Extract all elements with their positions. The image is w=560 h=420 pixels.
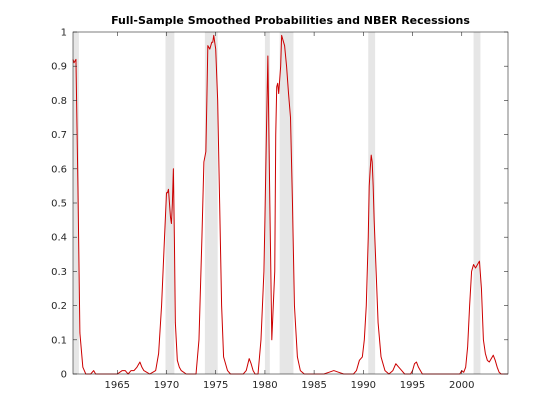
x-tick-label: 1990 [351, 380, 376, 391]
x-axis-ticks: 1965 1970 1975 1980 1985 1990 1995 2000 [105, 32, 474, 391]
x-tick-label: 1980 [252, 380, 277, 391]
x-tick-label: 1965 [105, 380, 130, 391]
x-tick-label: 1995 [400, 380, 425, 391]
y-tick-label: 0.3 [51, 267, 67, 278]
x-tick-label: 1975 [203, 380, 228, 391]
recession-band [473, 32, 481, 374]
y-tick-label: 0.8 [51, 96, 67, 107]
recession-band [264, 32, 270, 374]
y-tick-label: 0.2 [51, 301, 67, 312]
y-tick-label: 0.7 [51, 130, 67, 141]
y-tick-label: 0.5 [51, 199, 67, 210]
y-tick-label: 1 [61, 28, 67, 39]
y-tick-label: 0 [61, 370, 67, 381]
y-tick-label: 0.1 [51, 335, 67, 346]
chart-title: Full-Sample Smoothed Probabilities and N… [111, 14, 470, 27]
x-tick-label: 1970 [154, 380, 179, 391]
recession-band [279, 32, 294, 374]
y-axis-ticks: 0 0.1 0.2 0.3 0.4 0.5 0.6 0.7 0.8 0.9 1 [51, 28, 508, 381]
y-tick-label: 0.6 [51, 164, 67, 175]
recession-bands [73, 32, 481, 374]
recession-band [368, 32, 376, 374]
x-tick-label: 1985 [301, 380, 326, 391]
recession-band [204, 32, 218, 374]
x-tick-label: 2000 [449, 380, 474, 391]
y-tick-label: 0.9 [51, 62, 67, 73]
y-tick-label: 0.4 [51, 233, 67, 244]
